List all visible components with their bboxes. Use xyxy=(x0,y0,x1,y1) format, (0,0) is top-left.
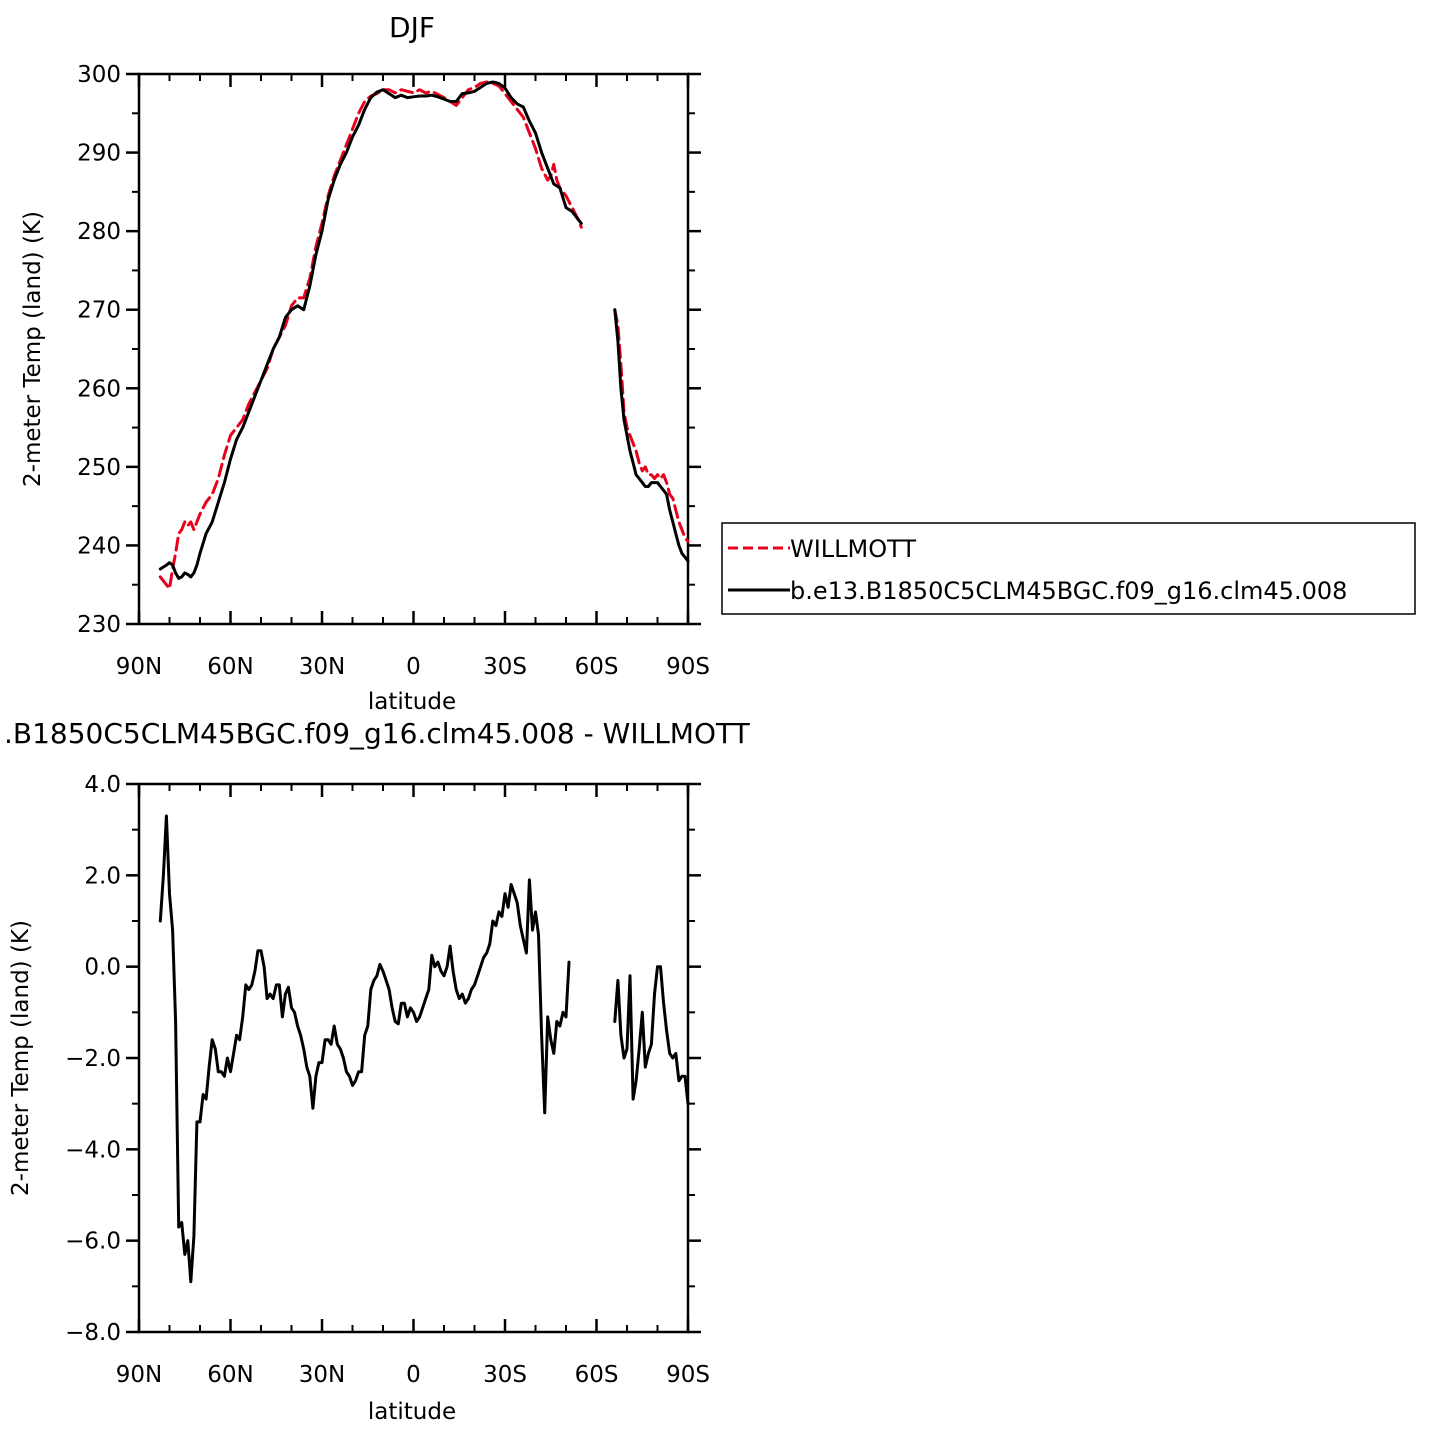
bottom-plot-frame xyxy=(137,782,690,1334)
y-tick-label: 250 xyxy=(77,455,121,481)
x-tick-label: 30S xyxy=(483,1362,527,1388)
legend: WILLMOTT b.e13.B1850C5CLM45BGC.f09_g16.c… xyxy=(721,522,1416,615)
y-tick-label: 4.0 xyxy=(84,772,121,798)
top-x-ticks: 90N 60N 30N 0 30S 60S 90S xyxy=(116,74,710,680)
bottom-x-ticks: 90N 60N 30N 0 30S 60S 90S xyxy=(116,784,710,1388)
top-chart-title: DJF xyxy=(389,11,435,44)
bottom-chart-title: .B1850C5CLM45BGC.f09_g16.clm45.008 - WIL… xyxy=(4,717,751,750)
x-tick-label: 30N xyxy=(299,654,345,680)
bottom-x-axis-title: latitude xyxy=(368,1399,456,1425)
legend-box xyxy=(721,522,1416,615)
x-tick-label: 90N xyxy=(116,654,162,680)
y-tick-label: −8.0 xyxy=(65,1320,121,1346)
series-line-b-e13-b1850c5clm45bgc-f09-g16-clm45-008-segment-0 xyxy=(158,80,583,580)
x-tick-label: 90N xyxy=(116,1362,162,1388)
legend-label-model: b.e13.B1850C5CLM45BGC.f09_g16.clm45.008 xyxy=(790,577,1347,605)
series-line-willmott-segment-0 xyxy=(158,80,583,591)
series-line-difference-segment-0 xyxy=(158,814,571,1284)
y-tick-label: 290 xyxy=(77,141,121,167)
top-series-group xyxy=(158,80,690,591)
y-tick-label: 240 xyxy=(77,533,121,559)
y-tick-label: −4.0 xyxy=(65,1137,121,1163)
top-panel: DJF 90N 60N 30N 0 30S 60S 90S 2302402502602702… xyxy=(20,11,710,715)
top-y-ticks: 230 240 250 260 270 280 290 300 xyxy=(77,62,701,638)
y-tick-label: 230 xyxy=(77,612,121,638)
x-tick-label: 90S xyxy=(666,654,710,680)
x-tick-label: 0 xyxy=(406,1362,421,1388)
bottom-series-group xyxy=(158,814,690,1284)
x-tick-label: 30N xyxy=(299,1362,345,1388)
top-plot-frame xyxy=(137,72,690,626)
x-tick-label: 60N xyxy=(207,654,253,680)
y-tick-label: 0.0 xyxy=(84,955,121,981)
y-tick-label: 300 xyxy=(77,62,121,88)
legend-label-willmott: WILLMOTT xyxy=(790,535,916,563)
series-line-b-e13-b1850c5clm45bgc-f09-g16-clm45-008-segment-1 xyxy=(613,308,690,563)
bottom-y-ticks: −8.0 −6.0 −4.0 −2.0 0.0 2.0 4.0 xyxy=(65,772,701,1346)
x-tick-label: 30S xyxy=(483,654,527,680)
y-tick-label: −6.0 xyxy=(65,1229,121,1255)
y-tick-label: −2.0 xyxy=(65,1046,121,1072)
y-tick-label: 2.0 xyxy=(84,863,121,889)
x-tick-label: 60S xyxy=(575,1362,619,1388)
x-tick-label: 60N xyxy=(207,1362,253,1388)
x-tick-label: 60S xyxy=(575,654,619,680)
y-tick-label: 280 xyxy=(77,219,121,245)
series-line-difference-segment-1 xyxy=(613,965,690,1106)
top-y-axis-title: 2-meter Temp (land) (K) xyxy=(20,211,46,487)
x-tick-label: 90S xyxy=(666,1362,710,1388)
bottom-y-axis-title: 2-meter Temp (land) (K) xyxy=(8,920,34,1196)
top-x-axis-title: latitude xyxy=(368,689,456,715)
y-tick-label: 270 xyxy=(77,298,121,324)
y-tick-label: 260 xyxy=(77,376,121,402)
bottom-panel: .B1850C5CLM45BGC.f09_g16.clm45.008 - WIL… xyxy=(4,717,751,1425)
x-tick-label: 0 xyxy=(406,654,421,680)
